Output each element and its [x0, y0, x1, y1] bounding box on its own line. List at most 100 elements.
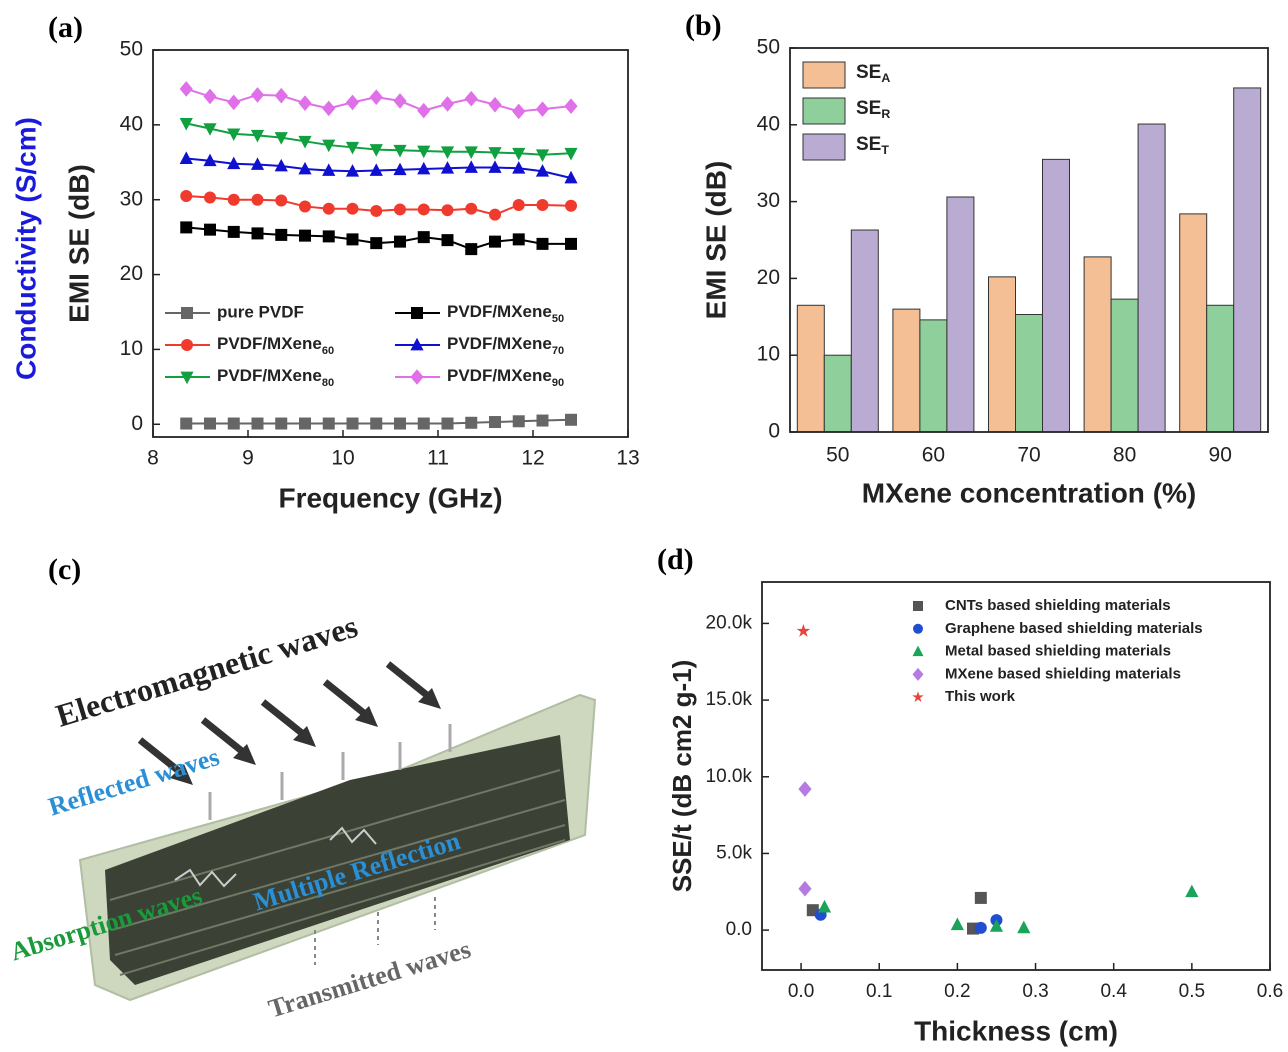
marker	[227, 193, 240, 206]
bar	[1179, 213, 1208, 433]
y-tick-label: 40	[120, 112, 143, 135]
x-tick-label: 0.6	[1257, 981, 1283, 1002]
marker	[180, 417, 193, 430]
marker	[950, 917, 964, 931]
arrow-heads	[170, 688, 441, 785]
marker	[346, 202, 359, 215]
marker	[441, 234, 454, 247]
marker	[250, 129, 265, 143]
marker	[974, 921, 987, 934]
legend-marker	[913, 601, 923, 611]
legend-marker	[411, 307, 423, 319]
y-axis-label-left: Conductivity (S/cm)	[10, 117, 41, 380]
marker	[564, 98, 578, 114]
marker	[369, 144, 383, 157]
x-axis-label: Frequency (GHz)	[278, 482, 502, 513]
marker	[227, 417, 240, 430]
legend-label: SER	[856, 98, 890, 121]
y-tick-label: 20.0k	[706, 612, 753, 633]
reflected-arrows	[208, 724, 452, 820]
x-tick-label: 10	[331, 447, 354, 470]
legend-label: Metal based shielding materials	[945, 643, 1171, 660]
marker	[322, 139, 336, 153]
marker	[274, 132, 288, 145]
legend-swatch	[802, 97, 846, 125]
marker	[345, 164, 360, 177]
marker	[251, 193, 264, 206]
marker	[417, 203, 430, 216]
x-tick-label: 8	[147, 447, 159, 470]
marker	[565, 199, 577, 212]
marker	[464, 90, 478, 107]
x-tick-label: 70	[1017, 444, 1040, 467]
marker	[299, 417, 311, 430]
legend-label: PVDF/MXene70	[447, 334, 564, 356]
plot-frame	[761, 581, 1271, 971]
y-tick-label: 0	[768, 420, 780, 443]
marker	[488, 96, 502, 113]
marker	[204, 223, 216, 236]
marker	[564, 147, 578, 161]
legend-swatch	[802, 133, 846, 161]
marker	[393, 93, 407, 109]
marker	[275, 194, 288, 207]
marker	[417, 417, 430, 430]
marker	[488, 160, 502, 173]
marker	[440, 161, 455, 174]
transmitted-arrows	[314, 897, 436, 965]
marker	[299, 200, 311, 213]
x-axis-label: MXene concentration (%)	[862, 477, 1196, 508]
panel-label: (c)	[48, 553, 81, 586]
marker	[974, 891, 987, 904]
layers	[105, 735, 570, 985]
x-tick-label: 60	[922, 444, 945, 467]
transmitted-label: Transmitted waves	[265, 934, 474, 1023]
marker	[346, 233, 359, 246]
plot-frame	[789, 47, 1269, 433]
y-tick-label: 10	[120, 337, 143, 360]
marker	[299, 229, 311, 242]
marker	[298, 161, 312, 175]
y-tick-label: 0	[131, 412, 143, 435]
marker	[227, 128, 241, 142]
marker	[322, 163, 336, 176]
marker	[989, 919, 1004, 932]
legend-label: This work	[945, 688, 1016, 705]
legend-label: Graphene based shielding materials	[945, 620, 1203, 637]
y-tick-label: 10.0k	[706, 766, 753, 787]
marker	[322, 230, 335, 243]
marker	[512, 198, 525, 211]
marker	[298, 135, 312, 149]
marker	[180, 189, 193, 202]
marker	[345, 94, 360, 111]
marker	[180, 221, 193, 234]
x-axis-label: Thickness (cm)	[914, 1015, 1118, 1046]
y-tick-label: 50	[120, 38, 143, 61]
legend-label: CNTs based shielding materials	[945, 597, 1171, 614]
marker	[536, 414, 549, 427]
incident-arrows	[137, 661, 431, 775]
marker	[512, 161, 526, 174]
legend-label: pure PVDF	[217, 302, 304, 321]
legend-label: PVDF/MXene80	[217, 366, 334, 388]
x-tick-label: 9	[242, 447, 254, 470]
y-axis-label: SSE/t (dB cm2 g-1)	[667, 660, 697, 893]
y-tick-label: 0.0	[726, 919, 752, 940]
x-tick-label: 90	[1209, 444, 1232, 467]
marker	[565, 237, 577, 250]
x-tick-label: 13	[616, 447, 639, 470]
marker	[251, 417, 264, 430]
illustration: (c) Electromagnetic waves Reflected wave…	[7, 553, 597, 1023]
x-tick-label: 80	[1113, 444, 1136, 467]
legend-marker	[912, 645, 924, 657]
marker	[204, 191, 216, 204]
bar	[892, 308, 921, 433]
marker	[564, 170, 578, 184]
marker	[489, 235, 501, 248]
marker	[512, 103, 526, 120]
bar	[919, 319, 948, 433]
legend-marker	[912, 691, 924, 703]
legend-label: PVDF/MXene90	[447, 366, 564, 388]
y-tick-label: 15.0k	[706, 689, 753, 710]
